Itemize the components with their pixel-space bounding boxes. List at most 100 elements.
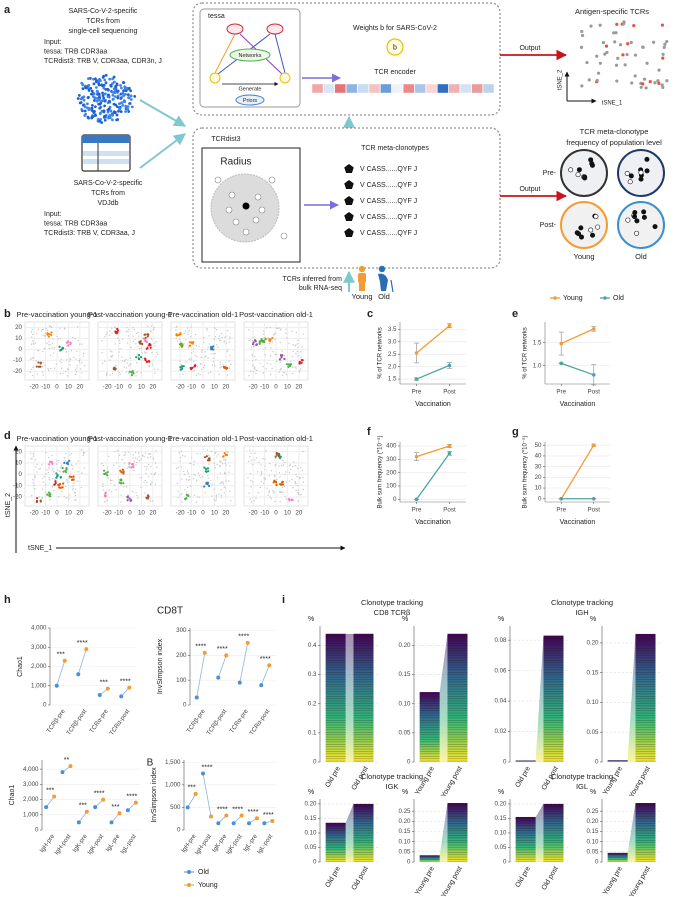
cell-dot [92,92,96,96]
series-line [415,452,451,500]
tcr-point [661,56,665,60]
y-axis-title: % of TCR networks [523,327,529,379]
cell-dot [219,465,222,468]
cell-dot [42,328,45,331]
cell-dot [207,475,209,477]
y-tick-label: 0 [19,471,23,478]
cell-dot [110,491,113,493]
cell-dot [49,498,51,501]
encoder-label: TCR encoder [374,69,416,76]
cluster-dot [255,343,258,346]
cell-dot [281,374,284,377]
cell-dot [47,471,50,474]
y-tick-label: 0.10 [304,830,317,837]
cell-dot [140,458,142,460]
cluster-dot [258,341,261,345]
cell-dot [31,328,33,331]
bar-stripes [515,816,536,862]
cell-dot [56,335,58,338]
cell-dot [74,369,77,371]
x-tick-label: Young pre [414,865,436,896]
cluster-dot [146,347,149,350]
cell-dot [180,466,182,468]
cluster-dot [148,360,151,363]
cell-dot [273,490,276,493]
cell-dot [125,371,128,373]
pentagon [344,164,354,174]
cell-dot [189,357,192,359]
cell-dot [82,453,85,455]
y-tick-label: 0.10 [398,700,411,707]
cell-dot [230,363,232,366]
cell-dot [176,482,179,485]
cell-dot [280,464,283,467]
cell-dot [32,479,34,481]
cluster-dot [275,483,278,486]
cell-dot [223,458,225,461]
cell-dot [135,342,137,345]
cell-dot [155,356,157,358]
meta-dot [579,234,585,240]
cell-dot [157,368,159,370]
cell-dot [32,455,35,457]
dot [224,653,229,658]
series-line [416,364,450,380]
source-title: single-cell sequencing [69,28,138,35]
cluster-dot [128,370,131,373]
clonotype: V CASS......QYF J [360,182,417,189]
cell-dot [109,479,112,482]
cell-dot [98,119,101,123]
tcr-point [660,83,664,87]
cell-dot [74,499,76,501]
cell-dot [108,116,112,120]
table-row [83,159,129,164]
cluster-dot [274,455,277,458]
cell-dot [206,329,208,331]
cell-dot [280,367,282,370]
cell-dot [82,355,84,357]
cluster-dot [69,342,72,346]
tcr-point [642,77,647,81]
cluster-dot [59,486,62,489]
cell-dot [153,326,155,329]
cell-dot [59,360,61,363]
cell-dot [41,366,44,368]
dot [127,685,132,690]
cell-dot [40,497,43,499]
cell-dot [69,473,72,475]
cell-dot [289,468,292,471]
cell-dot [227,349,229,351]
cell-dot [248,375,250,377]
cell-dot [265,450,267,452]
cell-dot [226,350,228,353]
cell-dot [75,370,78,373]
cell-dot [30,331,33,333]
y-tick-label: 0.2 [308,700,317,707]
cluster-dot [54,481,57,485]
input-text: TCRdist3: TRB V, CDR3aa, J [44,230,135,237]
dot [245,640,250,645]
significance: **** [217,806,228,813]
cell-dot [115,105,119,109]
b-node [386,38,404,56]
x-tick-label: Post [588,507,601,514]
encoder-cell [460,83,472,94]
cell-dot [294,345,296,347]
cell-dot [279,361,281,364]
dot [101,797,106,802]
cell-dot [146,481,148,484]
chart-subtitle: CD8 TCRβ [374,608,411,617]
tcr-point [580,84,584,88]
cluster-dot [224,453,228,456]
cell-dot [126,107,129,110]
cell-dot [274,500,276,503]
cell-dot [210,353,212,355]
cell-dot [302,477,304,479]
cell-dot [74,373,77,376]
cell-dot [121,458,124,461]
cell-dot [292,366,294,368]
cell-dot [208,463,210,465]
cell-dot [77,480,79,482]
cluster-dot [48,494,51,497]
y-axis-title: Chao1 [17,656,24,677]
